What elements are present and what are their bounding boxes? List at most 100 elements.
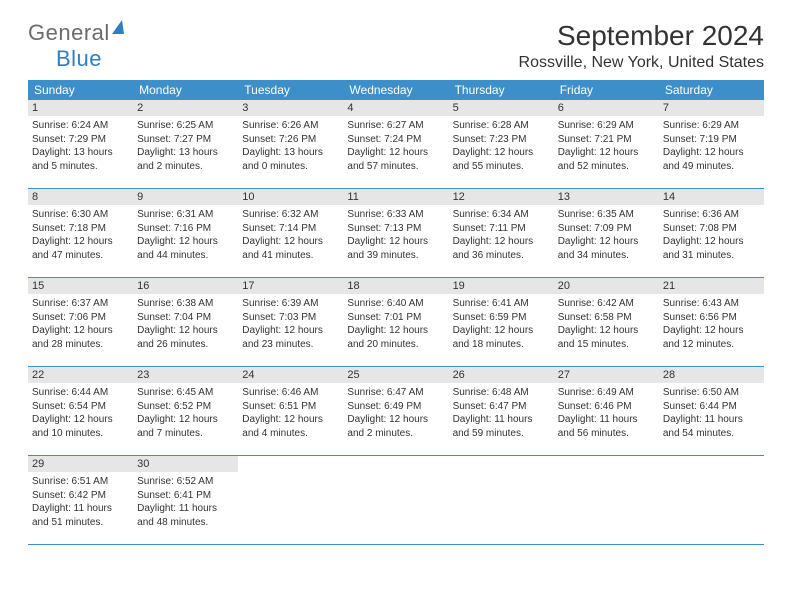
day-number: 7 [659,100,764,116]
day-cell: 27Sunrise: 6:49 AMSunset: 6:46 PMDayligh… [554,367,659,455]
day-cell [659,456,764,544]
day-details: Sunrise: 6:29 AMSunset: 7:21 PMDaylight:… [558,119,655,173]
day-details: Sunrise: 6:38 AMSunset: 7:04 PMDaylight:… [137,297,234,351]
day-cell: 13 Sunrise: 6:35 AMSunset: 7:09 PMDayligh… [554,189,659,277]
day-number: 26 [449,367,554,383]
day-cell: 10 Sunrise: 6:32 AMSunset: 7:14 PMDayligh… [238,189,343,277]
day-cell [343,456,448,544]
day-cell: 20 Sunrise: 6:42 AMSunset: 6:58 PMDayligh… [554,278,659,366]
day-details: Sunrise: 6:33 AMSunset: 7:13 PMDaylight:… [347,208,444,262]
day-number: 11 [343,189,448,205]
day-cell: 3Sunrise: 6:26 AMSunset: 7:26 PMDaylight… [238,100,343,188]
day-number: 20 [554,278,659,294]
weeks-container: 1 Sunrise: 6:24 AMSunset: 7:29 PMDaylight… [28,100,764,545]
day-cell: 25 Sunrise: 6:47 AMSunset: 6:49 PMDayligh… [343,367,448,455]
day-cell: 11 Sunrise: 6:33 AMSunset: 7:13 PMDayligh… [343,189,448,277]
day-cell: 29 Sunrise: 6:51 AMSunset: 6:42 PMDayligh… [28,456,133,544]
day-number: 24 [238,367,343,383]
day-cell: 8 Sunrise: 6:30 AMSunset: 7:18 PMDaylight… [28,189,133,277]
day-number: 12 [449,189,554,205]
day-details: Sunrise: 6:44 AMSunset: 6:54 PMDaylight:… [32,386,129,440]
day-details: Sunrise: 6:39 AMSunset: 7:03 PMDaylight:… [242,297,339,351]
day-details: Sunrise: 6:35 AMSunset: 7:09 PMDaylight:… [558,208,655,262]
day-cell: 5 Sunrise: 6:28 AMSunset: 7:23 PMDaylight… [449,100,554,188]
day-details: Sunrise: 6:32 AMSunset: 7:14 PMDaylight:… [242,208,339,262]
week-row: 1 Sunrise: 6:24 AMSunset: 7:29 PMDaylight… [28,100,764,189]
day-number: 1 [28,100,133,116]
day-number: 23 [133,367,238,383]
day-details: Sunrise: 6:40 AMSunset: 7:01 PMDaylight:… [347,297,444,351]
logo-sail-icon [112,20,124,34]
day-details: Sunrise: 6:29 AMSunset: 7:19 PMDaylight:… [663,119,760,173]
day-number: 22 [28,367,133,383]
day-cell: 1 Sunrise: 6:24 AMSunset: 7:29 PMDaylight… [28,100,133,188]
day-cell: 26 Sunrise: 6:48 AMSunset: 6:47 PMDayligh… [449,367,554,455]
day-cell [554,456,659,544]
day-details: Sunrise: 6:42 AMSunset: 6:58 PMDaylight:… [558,297,655,351]
day-details: Sunrise: 6:27 AMSunset: 7:24 PMDaylight:… [347,119,444,173]
brand-text-general: General [28,20,110,45]
day-details: Sunrise: 6:34 AMSunset: 7:11 PMDaylight:… [453,208,550,262]
week-row: 29 Sunrise: 6:51 AMSunset: 6:42 PMDayligh… [28,456,764,545]
day-number: 3 [238,100,343,116]
day-details: Sunrise: 6:24 AMSunset: 7:29 PMDaylight:… [32,119,129,173]
day-details: Sunrise: 6:49 AMSunset: 6:46 PMDaylight:… [558,386,655,440]
day-details: Sunrise: 6:46 AMSunset: 6:51 PMDaylight:… [242,386,339,440]
weekday-header: Sunday [28,80,133,100]
title-block: September 2024 Rossville, New York, Unit… [519,20,764,72]
week-row: 8 Sunrise: 6:30 AMSunset: 7:18 PMDaylight… [28,189,764,278]
day-number: 8 [28,189,133,205]
day-details: Sunrise: 6:25 AMSunset: 7:27 PMDaylight:… [137,119,234,173]
day-number: 13 [554,189,659,205]
day-cell: 9 Sunrise: 6:31 AMSunset: 7:16 PMDaylight… [133,189,238,277]
day-number: 18 [343,278,448,294]
day-cell: 28 Sunrise: 6:50 AMSunset: 6:44 PMDayligh… [659,367,764,455]
day-details: Sunrise: 6:31 AMSunset: 7:16 PMDaylight:… [137,208,234,262]
day-number: 9 [133,189,238,205]
location-text: Rossville, New York, United States [519,54,764,72]
day-details: Sunrise: 6:30 AMSunset: 7:18 PMDaylight:… [32,208,129,262]
day-details: Sunrise: 6:51 AMSunset: 6:42 PMDaylight:… [32,475,129,529]
day-cell: 4 Sunrise: 6:27 AMSunset: 7:24 PMDaylight… [343,100,448,188]
month-title: September 2024 [519,20,764,52]
day-cell: 7 Sunrise: 6:29 AMSunset: 7:19 PMDaylight… [659,100,764,188]
day-details: Sunrise: 6:37 AMSunset: 7:06 PMDaylight:… [32,297,129,351]
day-number: 25 [343,367,448,383]
day-cell: 17Sunrise: 6:39 AMSunset: 7:03 PMDayligh… [238,278,343,366]
day-cell: 30 Sunrise: 6:52 AMSunset: 6:41 PMDayligh… [133,456,238,544]
day-details: Sunrise: 6:47 AMSunset: 6:49 PMDaylight:… [347,386,444,440]
day-details: Sunrise: 6:52 AMSunset: 6:41 PMDaylight:… [137,475,234,529]
day-number: 30 [133,456,238,472]
day-cell: 14 Sunrise: 6:36 AMSunset: 7:08 PMDayligh… [659,189,764,277]
day-number: 5 [449,100,554,116]
day-number: 16 [133,278,238,294]
day-number: 4 [343,100,448,116]
day-number: 29 [28,456,133,472]
day-details: Sunrise: 6:36 AMSunset: 7:08 PMDaylight:… [663,208,760,262]
day-details: Sunrise: 6:50 AMSunset: 6:44 PMDaylight:… [663,386,760,440]
day-number: 28 [659,367,764,383]
day-cell: 12 Sunrise: 6:34 AMSunset: 7:11 PMDayligh… [449,189,554,277]
day-number: 14 [659,189,764,205]
day-number: 10 [238,189,343,205]
day-details: Sunrise: 6:45 AMSunset: 6:52 PMDaylight:… [137,386,234,440]
weekday-header: Thursday [449,80,554,100]
day-details: Sunrise: 6:48 AMSunset: 6:47 PMDaylight:… [453,386,550,440]
weekday-header-row: SundayMondayTuesdayWednesdayThursdayFrid… [28,80,764,100]
day-cell [449,456,554,544]
day-details: Sunrise: 6:43 AMSunset: 6:56 PMDaylight:… [663,297,760,351]
day-number: 2 [133,100,238,116]
day-cell: 6 Sunrise: 6:29 AMSunset: 7:21 PMDaylight… [554,100,659,188]
day-number: 19 [449,278,554,294]
day-cell: 19Sunrise: 6:41 AMSunset: 6:59 PMDayligh… [449,278,554,366]
weekday-header: Wednesday [343,80,448,100]
week-row: 15Sunrise: 6:37 AMSunset: 7:06 PMDayligh… [28,278,764,367]
day-cell: 15Sunrise: 6:37 AMSunset: 7:06 PMDayligh… [28,278,133,366]
day-cell: 16 Sunrise: 6:38 AMSunset: 7:04 PMDayligh… [133,278,238,366]
day-number: 6 [554,100,659,116]
day-cell [238,456,343,544]
day-details: Sunrise: 6:28 AMSunset: 7:23 PMDaylight:… [453,119,550,173]
weekday-header: Friday [554,80,659,100]
weekday-header: Saturday [659,80,764,100]
day-cell: 23 Sunrise: 6:45 AMSunset: 6:52 PMDayligh… [133,367,238,455]
